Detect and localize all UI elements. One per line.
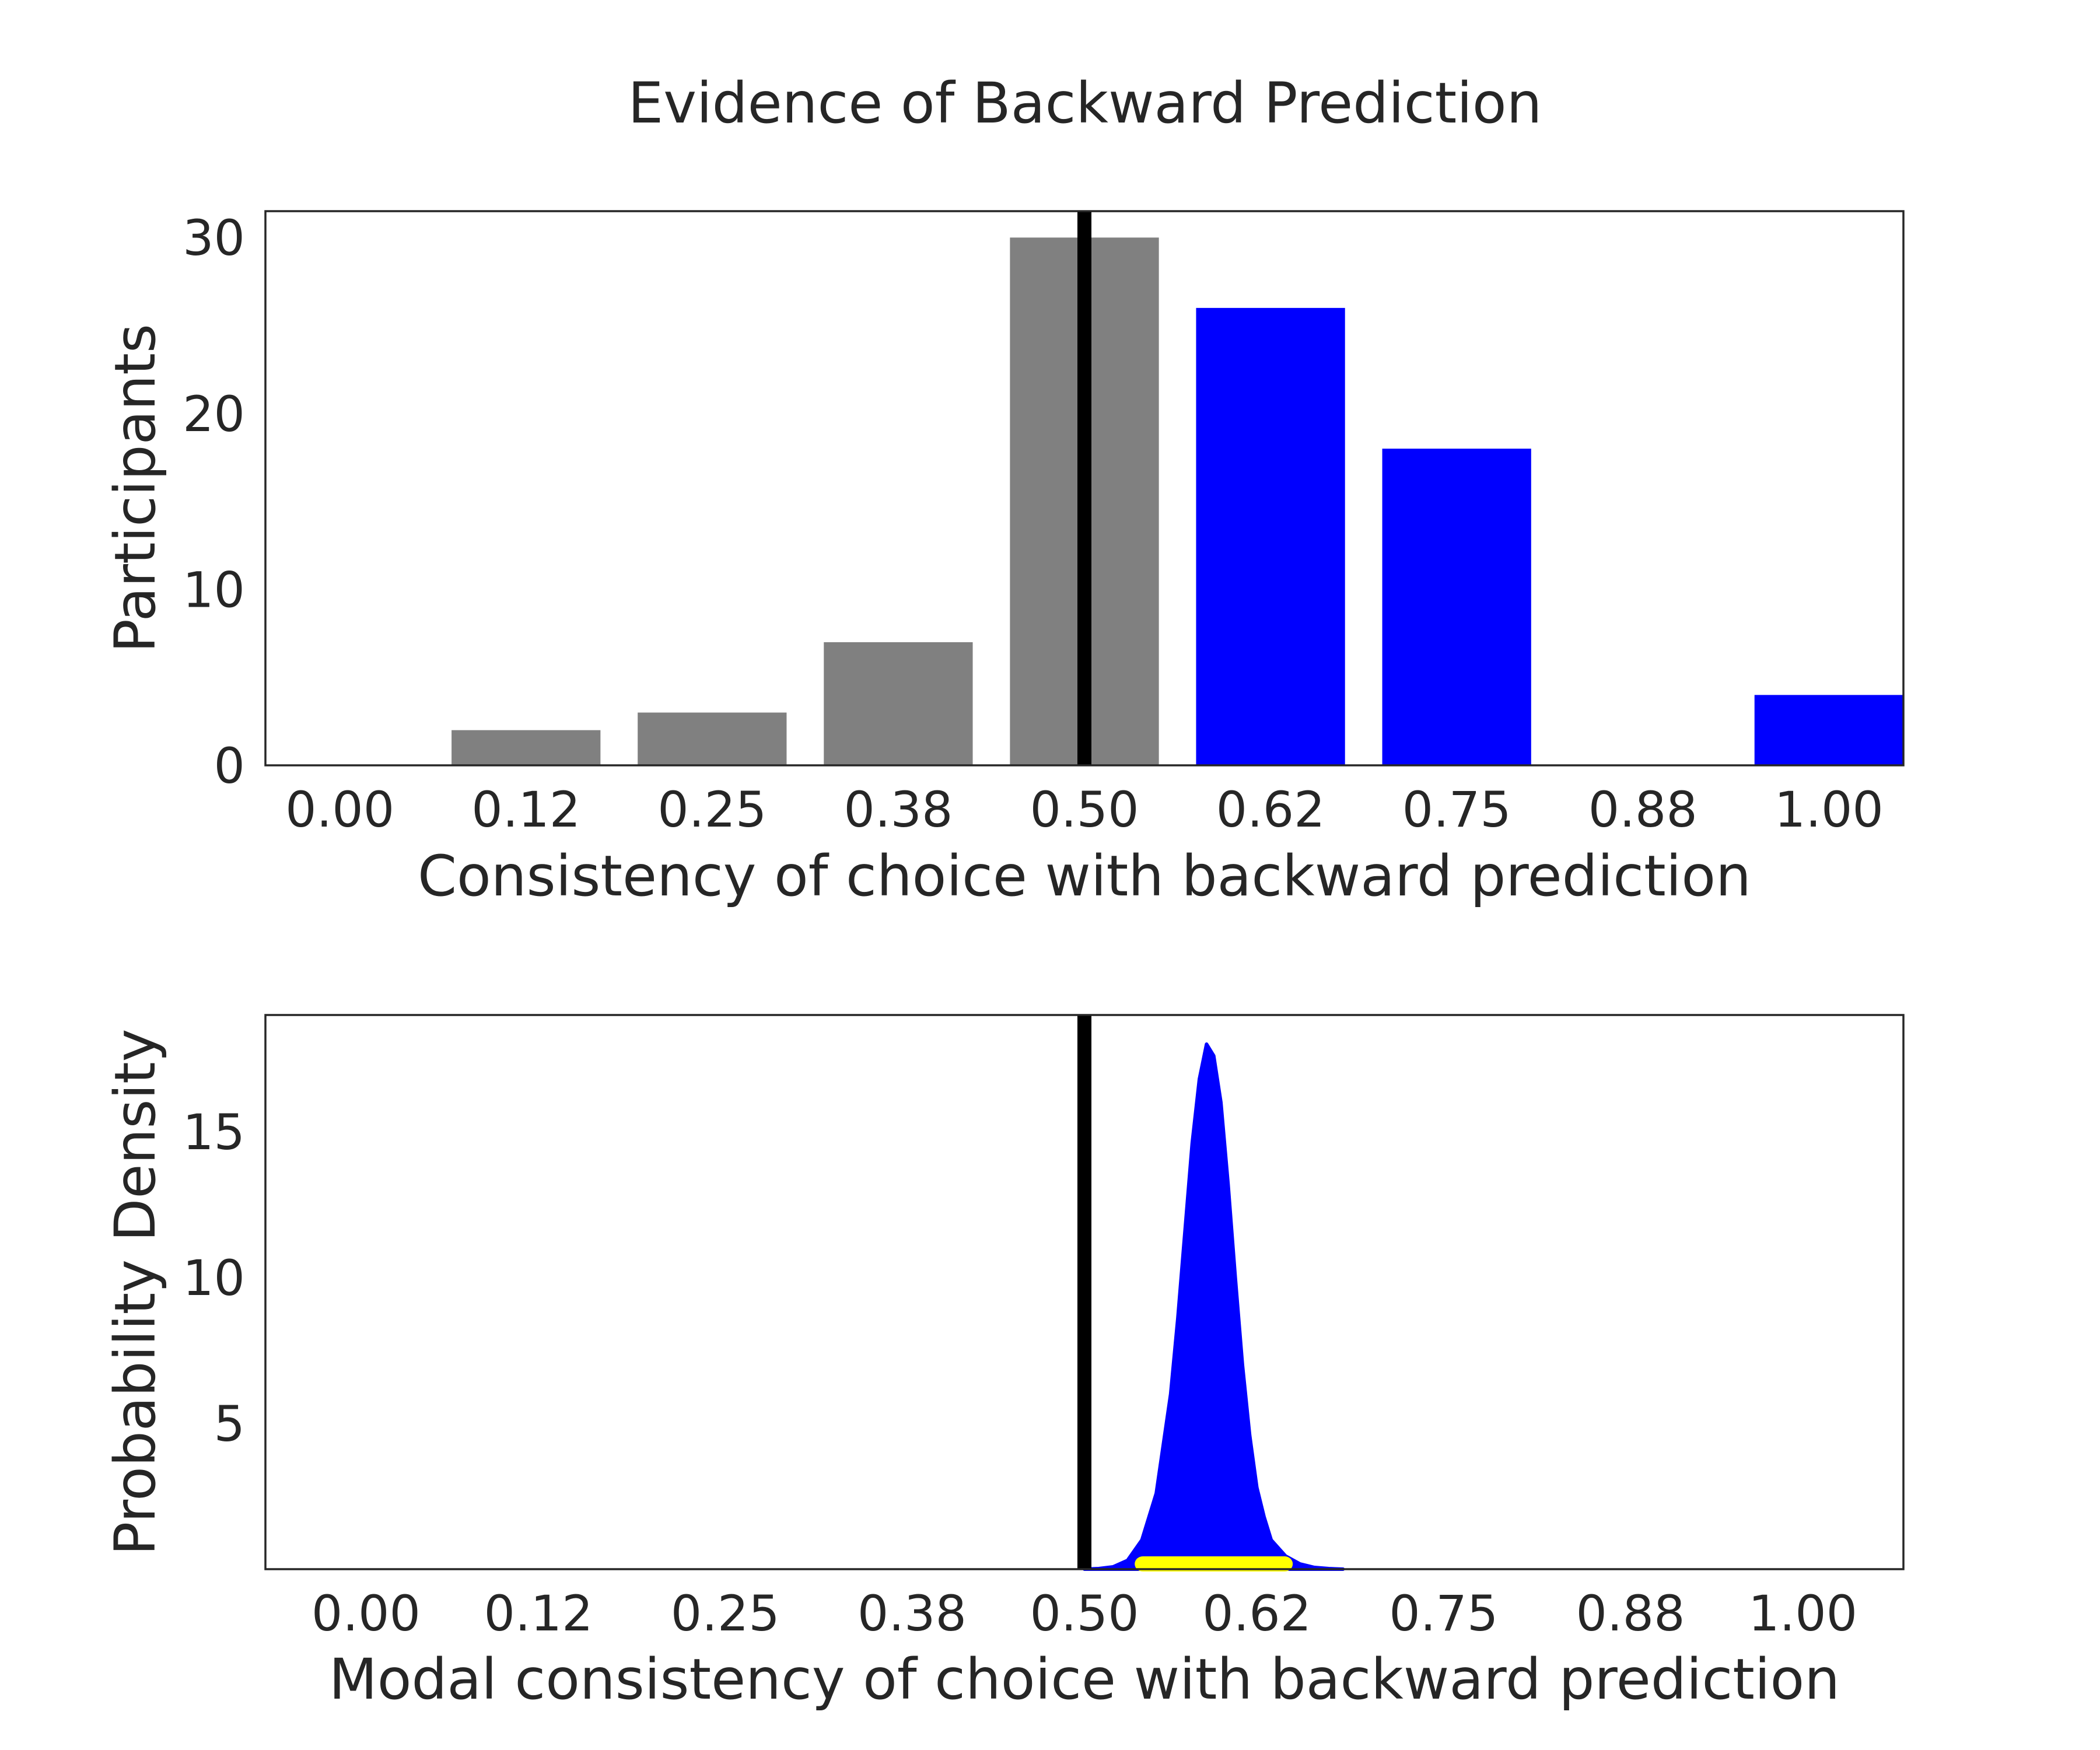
histogram-panel: 0.00 0.12 0.25 0.38 0.50 0.62 0.75 0.88 1.00 0 10… bbox=[103, 209, 1905, 909]
x-tick-label: 0.12 bbox=[484, 1585, 593, 1642]
plot-frame-bottom bbox=[264, 1014, 1905, 1570]
y-tick-labels-top: 0 10 20 30 bbox=[183, 209, 245, 794]
x-tick-label: 1.00 bbox=[1748, 1585, 1857, 1642]
x-tick-label: 0.88 bbox=[1576, 1585, 1685, 1642]
bar-0.25 bbox=[638, 712, 787, 765]
x-tick-label: 0.38 bbox=[844, 781, 953, 838]
x-tick-label: 0.38 bbox=[858, 1585, 967, 1642]
x-tick-label: 0.00 bbox=[285, 781, 394, 838]
x-tick-label: 0.12 bbox=[471, 781, 580, 838]
y-tick-label: 10 bbox=[183, 1250, 245, 1307]
density-area bbox=[1083, 1042, 1345, 1571]
x-tick-label: 0.75 bbox=[1389, 1585, 1498, 1642]
x-tick-labels-bottom: 0.00 0.12 0.25 0.38 0.50 0.62 0.75 0.88 1.00 bbox=[312, 1585, 1857, 1642]
y-tick-labels-bottom: 5 10 15 bbox=[183, 1104, 245, 1452]
x-tick-label: 0.50 bbox=[1030, 781, 1139, 838]
bar-0.62 bbox=[1196, 307, 1345, 765]
x-tick-label: 1.00 bbox=[1774, 781, 1884, 838]
bar-0.38 bbox=[824, 642, 973, 765]
x-tick-label: 0.25 bbox=[657, 781, 766, 838]
plot-frame-top bbox=[264, 210, 1905, 766]
y-tick-label: 15 bbox=[183, 1104, 245, 1161]
x-tick-label: 0.62 bbox=[1216, 781, 1325, 838]
y-axis-label-bottom: Probability Density bbox=[103, 1029, 168, 1556]
bar-0.12 bbox=[452, 730, 601, 765]
x-tick-label: 0.62 bbox=[1202, 1585, 1311, 1642]
y-tick-label: 30 bbox=[183, 209, 245, 267]
y-tick-label: 0 bbox=[214, 737, 245, 794]
x-axis-label-top: Consistency of choice with backward pred… bbox=[418, 844, 1751, 909]
x-tick-label: 0.25 bbox=[671, 1585, 780, 1642]
chart-title: Evidence of Backward Prediction bbox=[628, 71, 1542, 136]
x-tick-label: 0.75 bbox=[1402, 781, 1511, 838]
bar-1.00 bbox=[1754, 695, 1903, 765]
y-tick-label: 10 bbox=[183, 561, 245, 618]
y-tick-label: 20 bbox=[183, 386, 245, 443]
x-tick-labels-top: 0.00 0.12 0.25 0.38 0.50 0.62 0.75 0.88 1.00 bbox=[285, 781, 1884, 838]
y-axis-label-top: Participants bbox=[103, 324, 168, 653]
bar-0.75 bbox=[1382, 449, 1531, 765]
x-axis-label-bottom: Modal consistency of choice with backwar… bbox=[329, 1647, 1840, 1712]
x-tick-label: 0.50 bbox=[1030, 1585, 1139, 1642]
credible-interval-bar bbox=[1135, 1556, 1293, 1572]
x-tick-label: 0.00 bbox=[312, 1585, 421, 1642]
y-tick-label: 5 bbox=[214, 1395, 245, 1452]
density-panel: 0.00 0.12 0.25 0.38 0.50 0.62 0.75 0.88 1.00 5 10… bbox=[103, 1014, 1905, 1712]
x-tick-label: 0.88 bbox=[1588, 781, 1698, 838]
